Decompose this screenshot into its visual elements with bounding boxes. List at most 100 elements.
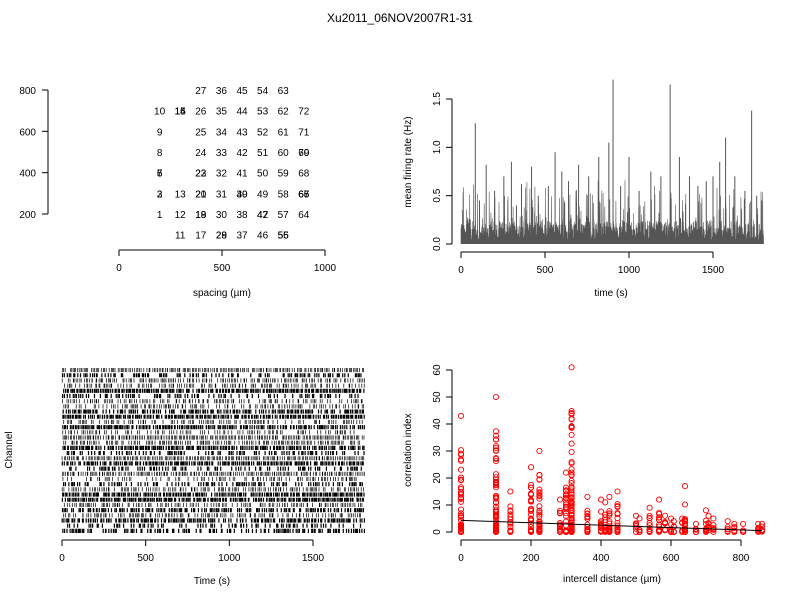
correlation-point	[568, 524, 575, 531]
electrode-label: 8	[157, 148, 163, 159]
raster-row	[67, 523, 362, 528]
electrode-label: 70	[298, 148, 310, 159]
correlation-point	[492, 511, 500, 518]
electrode-label: 55	[278, 231, 290, 242]
correlation-point	[492, 499, 500, 506]
correlation-point	[457, 510, 465, 517]
correlation-point	[527, 484, 535, 491]
electrode-label: 57	[278, 210, 290, 221]
firing-rate-axes: 0 500 1000 1500 0.0 0.5 1.0 1.5	[432, 92, 725, 276]
correlation-point	[602, 511, 609, 518]
correlation-point	[597, 496, 605, 503]
electrode-label: 19	[195, 210, 207, 221]
corr-y-axis-tick-label: 40	[432, 418, 443, 430]
raster-row	[69, 466, 362, 471]
correlation-point	[568, 423, 575, 430]
correlation-point	[492, 474, 500, 481]
correlation-point	[606, 526, 613, 533]
electrode-label: 40	[236, 189, 248, 200]
correlation-point	[568, 487, 575, 494]
correlation-xlabel: intercell distance (µm)	[563, 574, 661, 585]
correlation-point	[492, 455, 500, 462]
electrode-label: 35	[216, 107, 228, 118]
spike-raster-xlabel: Time (s)	[194, 576, 230, 587]
correlation-point	[568, 503, 575, 510]
correlation-point	[556, 521, 564, 528]
rate-x-axis-tick-label: 1500	[702, 265, 725, 276]
correlation-point	[568, 408, 575, 415]
rate-y-axis-tick-label: 1.0	[432, 140, 443, 154]
correlation-point	[646, 519, 653, 527]
correlation-point	[568, 515, 575, 522]
correlation-point	[457, 412, 465, 419]
electrode-label: 43	[236, 127, 248, 138]
correlation-point	[758, 520, 766, 527]
electrode-label: 37	[236, 231, 248, 242]
correlation-point	[702, 507, 710, 514]
correlation-point	[602, 499, 609, 506]
correlation-point	[636, 527, 643, 534]
correlation-point	[536, 513, 543, 520]
correlation-point	[556, 525, 564, 532]
electrode-label: 42	[236, 148, 248, 159]
raster-row	[63, 513, 361, 518]
correlation-point	[568, 469, 575, 476]
electrode-label: 16	[175, 107, 187, 118]
electrode-label: 2	[157, 189, 163, 200]
rate-trace	[460, 180, 764, 245]
correlation-point	[731, 527, 738, 534]
raster-row	[63, 388, 365, 393]
correlation-point	[681, 528, 689, 535]
correlation-point	[614, 501, 621, 508]
correlation-point	[740, 520, 747, 527]
electrode-label: 69	[298, 148, 310, 159]
correlation-point	[457, 489, 465, 496]
raster-x-axis-tick-label: 1500	[302, 553, 325, 564]
correlation-point	[681, 483, 689, 490]
correlation-point	[646, 528, 653, 535]
raster-row	[62, 476, 357, 482]
correlation-point	[492, 525, 500, 532]
rate-y-axis-tick-label: 1.5	[432, 92, 443, 106]
correlation-point	[724, 518, 731, 525]
raster-row	[62, 430, 355, 435]
correlation-point	[568, 501, 575, 508]
electrode-label: 34	[216, 127, 228, 138]
correlation-point	[457, 523, 465, 530]
raster-x-axis-tick-label: 0	[59, 553, 65, 564]
electrode-y-axis-tick-label: 800	[19, 86, 36, 97]
correlation-point	[568, 511, 575, 518]
correlation-point	[457, 474, 465, 481]
electrode-label: 50	[257, 169, 269, 180]
raster-row	[62, 409, 364, 414]
electrode-label: 65	[298, 189, 310, 200]
correlation-point	[492, 495, 500, 502]
electrode-label: 20	[195, 189, 207, 200]
correlation-point	[492, 471, 500, 478]
electrode-label: 66	[298, 189, 310, 200]
electrode-label: 26	[195, 107, 207, 118]
electrode-label: 18	[195, 210, 207, 221]
correlation-point	[568, 448, 575, 456]
correlation-axes: 0 200 400 600 800 0 10 20 30 40 50 60	[432, 364, 750, 564]
raster-row	[62, 393, 359, 399]
correlation-point	[457, 466, 465, 473]
electrode-label: 64	[298, 210, 310, 221]
spike-raster-axes: 0 500 1000 1500	[59, 539, 325, 564]
raster-x-axis-tick-label: 500	[137, 553, 154, 564]
correlation-point	[492, 443, 500, 450]
correlation-panel: 0 200 400 600 800 0 10 20 30 40 50 60 intercell dis…	[403, 364, 766, 585]
correlation-point	[568, 431, 575, 438]
electrode-label: 7	[157, 169, 163, 180]
electrode-label: 71	[298, 127, 310, 138]
correlation-point	[492, 428, 500, 435]
electrode-label: 1	[157, 210, 163, 221]
electrode-y-axis-tick-label: 400	[19, 169, 36, 180]
correlation-point	[636, 528, 643, 535]
corr-y-axis-tick-label: 20	[432, 472, 443, 484]
correlation-point	[646, 515, 653, 522]
rate-x-axis-tick-label: 500	[537, 265, 554, 276]
raster-row	[63, 404, 364, 409]
electrode-label: 59	[278, 169, 290, 180]
